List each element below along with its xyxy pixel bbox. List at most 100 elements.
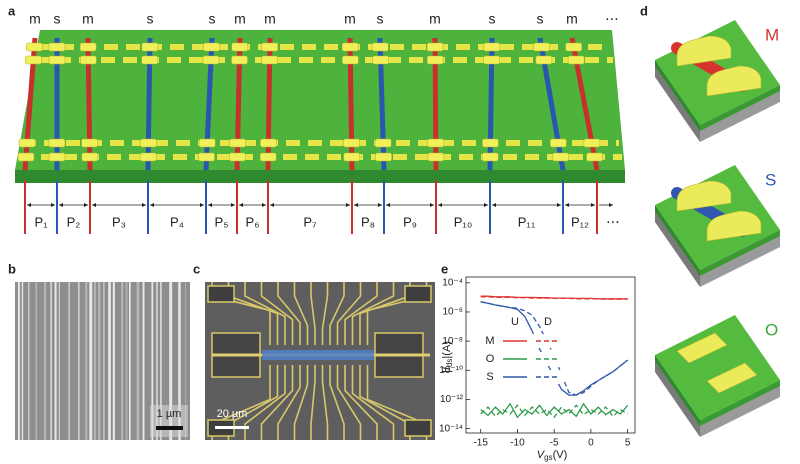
text-part: ds	[445, 359, 454, 367]
contact-pad	[552, 152, 570, 162]
contact-pad	[375, 152, 392, 162]
y-tick-label: 10⁻¹²	[440, 394, 464, 405]
text-part: (V)	[553, 449, 568, 461]
contact-pad	[533, 42, 550, 52]
panel-label: e	[441, 261, 448, 276]
electrode-trace	[260, 365, 294, 440]
contact-pad	[427, 138, 445, 148]
sem-stripe	[156, 282, 158, 440]
contact-pad	[18, 138, 36, 148]
contact-pad	[80, 55, 97, 65]
x-tick-label: -15	[473, 438, 488, 449]
electrode-trace	[310, 365, 316, 440]
sem-stripe	[78, 282, 80, 440]
x-tick-label: 0	[588, 438, 594, 449]
sem-stripe	[93, 282, 96, 440]
contact-pad	[374, 138, 392, 148]
panel-label: b	[8, 261, 16, 276]
contact-pad	[231, 42, 249, 52]
electrode-trace	[244, 365, 286, 440]
contact-pad	[198, 138, 216, 148]
electrode-trace	[244, 282, 286, 345]
electrode-trace	[336, 365, 362, 440]
y-axis-label: |Ids|(A)	[441, 341, 454, 373]
sem-stripe	[178, 282, 181, 440]
electrode-trace	[277, 282, 301, 345]
legend-column-header: U	[511, 316, 519, 328]
region-label: P₁₂	[571, 214, 589, 229]
tube-type-label: m	[344, 11, 356, 27]
electrode-trace	[344, 282, 378, 345]
contact-pad	[343, 152, 361, 162]
sem-stripe	[68, 282, 70, 440]
contact-pad	[426, 42, 444, 52]
tube-type-label: m	[82, 11, 94, 27]
x-axis-label: Vgs(V)	[537, 449, 567, 462]
legend-column-header: D	[544, 316, 552, 328]
electrode-trace	[293, 365, 309, 440]
data-line	[480, 296, 628, 300]
plot-frame	[465, 276, 636, 434]
corner-pad	[404, 419, 432, 437]
scale-bar-bg	[150, 405, 188, 437]
x-tick-label: -5	[550, 438, 559, 449]
sem-stripe	[54, 282, 57, 440]
tube-type-label: s	[377, 11, 384, 27]
contact-pad	[203, 42, 220, 52]
sem-stripe	[85, 282, 88, 440]
tube-type-label: s	[489, 11, 496, 27]
contact-pad	[231, 55, 248, 65]
contact-pad	[481, 152, 499, 162]
electrode-trace	[344, 365, 378, 440]
flat-pad	[676, 332, 728, 364]
contact-pad	[482, 138, 499, 148]
device-type-label: O	[765, 320, 778, 339]
sem-stripe	[89, 282, 93, 440]
text-part: |(A)	[441, 341, 453, 359]
tube-type-label: m	[429, 11, 441, 27]
nanotube-array	[262, 350, 374, 360]
sem-stripe	[28, 282, 30, 440]
electrode-trace	[329, 365, 345, 440]
block-left-green	[655, 60, 700, 131]
contact-pad	[25, 55, 42, 65]
scale-bar-label: 1 µm	[157, 408, 182, 420]
contact-pad	[535, 55, 553, 65]
contact-pad	[141, 42, 159, 52]
region-label: P₅	[215, 214, 229, 229]
y-tick-label: 10⁻⁴	[442, 277, 463, 288]
legend-label: S	[486, 371, 493, 383]
block-top	[655, 315, 780, 420]
region-label: P₉	[403, 214, 417, 229]
sem-stripe	[50, 282, 52, 440]
electrode-trace	[310, 282, 316, 345]
substrate-front	[15, 170, 625, 183]
panel-label: c	[193, 261, 200, 276]
text-part: |I	[441, 367, 453, 373]
contact-pad	[48, 138, 66, 148]
sem-stripe	[185, 282, 186, 440]
region-label: P₁₁	[518, 214, 536, 229]
block-right-green	[700, 230, 780, 276]
tube-type-label: s	[537, 11, 544, 27]
block-right-green	[700, 380, 780, 426]
sem-stripe	[136, 282, 140, 440]
sem-stripe	[142, 282, 145, 440]
arched-pad	[676, 35, 732, 67]
sem-stripe	[112, 282, 115, 440]
contact-pad	[198, 152, 215, 162]
panel-label: d	[640, 3, 648, 18]
contact-pad	[583, 138, 601, 148]
block-left-green	[655, 355, 700, 426]
device-type-label: M	[765, 25, 779, 44]
contact-pad	[259, 152, 277, 162]
tube-type-label: m	[264, 11, 276, 27]
electrode-trace	[351, 282, 395, 345]
region-label: P₁₀	[454, 214, 472, 229]
legend-label: M	[485, 335, 494, 347]
legend-label: O	[486, 353, 495, 365]
corner-pad	[207, 285, 235, 303]
more-regions: ⋯	[606, 214, 620, 230]
sem-stripe	[43, 282, 47, 440]
